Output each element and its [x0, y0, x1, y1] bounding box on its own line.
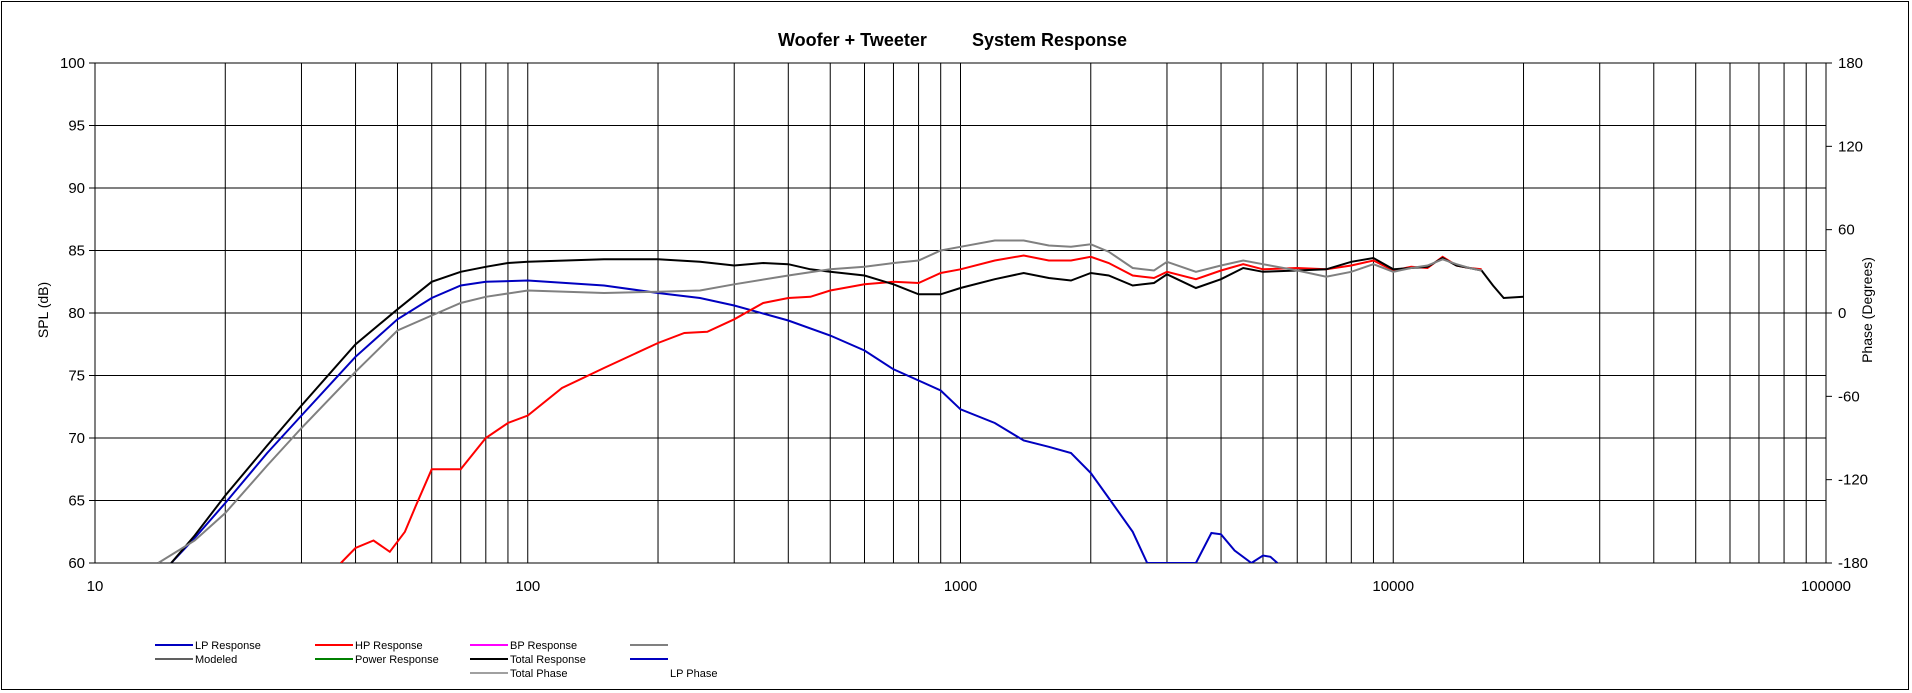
y2-tick-label: 120 [1838, 138, 1863, 155]
x-tick-label: 100000 [1801, 578, 1851, 595]
y-tick-label: 60 [68, 555, 85, 572]
y-tick-label: 65 [68, 493, 85, 510]
y2-tick-label: 0 [1838, 305, 1846, 322]
y-tick-label: 75 [68, 368, 85, 385]
y2-tick-label: 180 [1838, 55, 1863, 72]
legend-label: BP Response [510, 640, 577, 652]
x-tick-label: 10000 [1372, 578, 1414, 595]
y-tick-label: 100 [60, 55, 85, 72]
series-lines [157, 239, 1524, 563]
y2-tick-label: 60 [1838, 222, 1855, 239]
x-tick-label: 1000 [944, 578, 977, 595]
grid-lines [95, 62, 1826, 564]
series-lp-response [170, 279, 1279, 563]
y-tick-label: 80 [68, 305, 85, 322]
y2-tick-label: -180 [1838, 555, 1868, 572]
legend-label: Total Response [510, 654, 586, 666]
chart-title: Woofer + Tweeter [778, 30, 927, 50]
series-hp-response [340, 254, 1482, 563]
y-axis-label: SPL (dB) [35, 282, 51, 338]
legend-label: HP Response [355, 640, 423, 652]
y2-tick-label: -120 [1838, 472, 1868, 489]
x-tick-label: 10 [87, 578, 104, 595]
series-total-response [170, 256, 1524, 563]
x-tick-label: 100 [515, 578, 540, 595]
y-tick-label: 90 [68, 180, 85, 197]
axis-ticks: 100 95 90 85 80 75 70 65 60 180 120 60 0 -60 -120 -180 1… [60, 55, 1868, 595]
legend-label: Modeled [195, 654, 237, 666]
series-modeled [157, 239, 1482, 563]
legend-label: LP Response [195, 640, 261, 652]
legend-label: Total Phase [510, 668, 567, 680]
y2-tick-label: -60 [1838, 388, 1860, 405]
legend-label: Power Response [355, 654, 439, 666]
y-tick-label: 85 [68, 243, 85, 260]
y-tick-label: 70 [68, 430, 85, 447]
chart-subtitle: System Response [972, 30, 1127, 50]
y-tick-label: 95 [68, 118, 85, 135]
legend-label: LP Phase [670, 668, 718, 680]
y2-axis-label: Phase (Degrees) [1859, 257, 1875, 363]
legend: LP Response HP Response BP Response Modeled… [155, 640, 718, 680]
